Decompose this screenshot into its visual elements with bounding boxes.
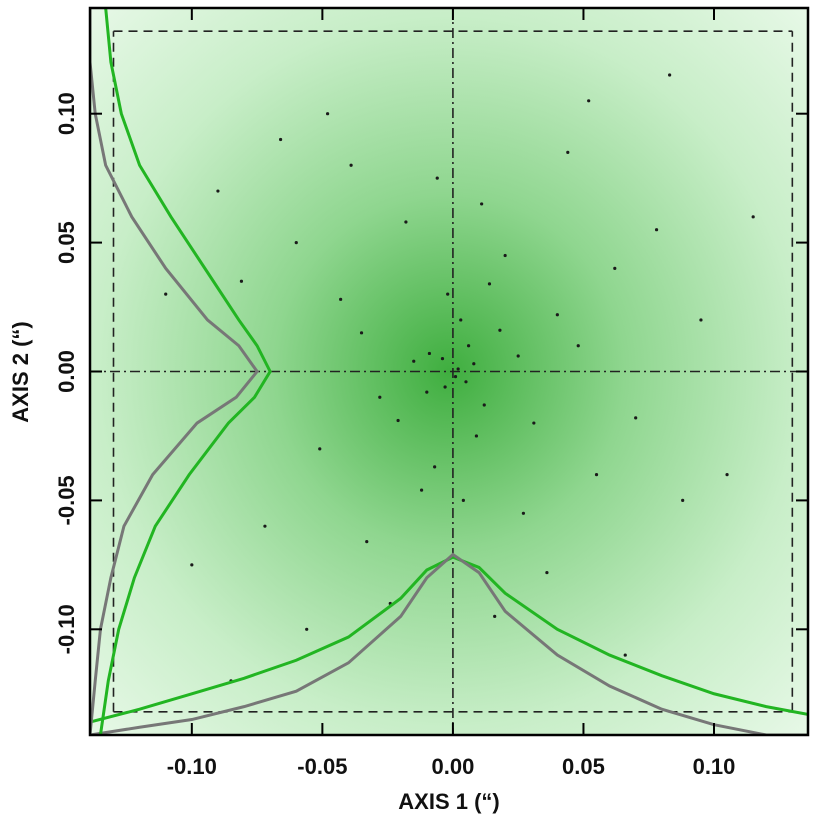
projection-curve bbox=[90, 555, 808, 724]
scatter-point bbox=[482, 403, 486, 407]
scatter-point bbox=[613, 266, 617, 270]
scatter-point bbox=[474, 434, 479, 438]
scatter-point bbox=[466, 344, 471, 348]
scatter-point bbox=[294, 240, 298, 245]
scatter-point bbox=[325, 112, 330, 116]
scatter-point bbox=[516, 354, 520, 358]
scatter-point bbox=[464, 380, 468, 384]
scatter-point bbox=[349, 163, 353, 167]
scatter-point bbox=[305, 627, 309, 631]
scatter-point bbox=[668, 73, 672, 77]
x-tick-label: 0.10 bbox=[693, 754, 736, 779]
scatter-point bbox=[453, 375, 458, 379]
scatter-point bbox=[487, 282, 492, 286]
scatter-point bbox=[443, 385, 447, 389]
scatter-point bbox=[440, 357, 445, 361]
scatter-point bbox=[164, 292, 168, 296]
y-axis-label: AXIS 2 (“) bbox=[8, 321, 33, 422]
scatter-point bbox=[318, 447, 322, 451]
scatter-point bbox=[654, 228, 659, 232]
scatter-point bbox=[498, 328, 502, 332]
scatter-point bbox=[446, 292, 450, 296]
scatter-point bbox=[404, 220, 408, 224]
scatter-point bbox=[681, 498, 685, 503]
scatter-point bbox=[339, 297, 343, 301]
scatter-point bbox=[461, 498, 465, 503]
scatter-point bbox=[587, 99, 591, 103]
scatter-point bbox=[412, 359, 416, 363]
scatter-point bbox=[216, 189, 220, 193]
scatter-point bbox=[493, 614, 497, 619]
scatter-point bbox=[472, 362, 476, 366]
scatter-point bbox=[239, 279, 244, 283]
x-tick-label: -0.05 bbox=[297, 754, 347, 779]
scatter-point bbox=[634, 416, 638, 420]
scatter-point bbox=[435, 176, 439, 180]
y-tick-label: -0.10 bbox=[54, 604, 79, 654]
scatter-point bbox=[725, 473, 729, 477]
scatter-point bbox=[521, 511, 526, 515]
scatter-point bbox=[545, 570, 549, 575]
x-tick-label: -0.10 bbox=[167, 754, 217, 779]
scatter-point bbox=[503, 253, 507, 258]
x-axis-label: AXIS 1 (“) bbox=[398, 789, 499, 814]
scatter-point bbox=[427, 351, 432, 356]
projection-curve bbox=[90, 552, 808, 735]
scatter-point bbox=[594, 473, 599, 477]
scatter-point bbox=[365, 540, 369, 544]
scatter-point bbox=[566, 150, 570, 154]
scatter-point bbox=[263, 524, 267, 528]
scatter-point bbox=[532, 421, 536, 425]
scatter-point bbox=[419, 488, 424, 492]
x-tick-label: 0.00 bbox=[432, 754, 475, 779]
y-tick-label: 0.05 bbox=[54, 221, 79, 264]
projection-curve bbox=[90, 8, 259, 735]
y-tick-label: -0.05 bbox=[54, 475, 79, 525]
scatter-point bbox=[555, 313, 559, 317]
scatter-point bbox=[278, 137, 283, 142]
density-background bbox=[90, 8, 808, 735]
scatter-point bbox=[456, 367, 460, 371]
scatter-point bbox=[480, 202, 484, 206]
scatter-point bbox=[699, 318, 703, 322]
scatter-point bbox=[378, 395, 382, 399]
y-tick-label: 0.00 bbox=[54, 350, 79, 393]
scatter-point bbox=[459, 318, 463, 322]
projection-curve bbox=[98, 8, 272, 735]
plot-area bbox=[90, 8, 808, 735]
scatter-point bbox=[359, 331, 364, 335]
scatter-point bbox=[433, 465, 437, 469]
scatter-point bbox=[623, 653, 627, 657]
y-tick-label: 0.10 bbox=[54, 92, 79, 135]
scatter-point bbox=[751, 215, 755, 219]
scatter-point bbox=[396, 418, 400, 423]
scatter-point bbox=[576, 344, 580, 348]
scatter-point bbox=[190, 563, 194, 567]
scatter-point bbox=[425, 390, 429, 394]
x-tick-label: 0.05 bbox=[562, 754, 605, 779]
